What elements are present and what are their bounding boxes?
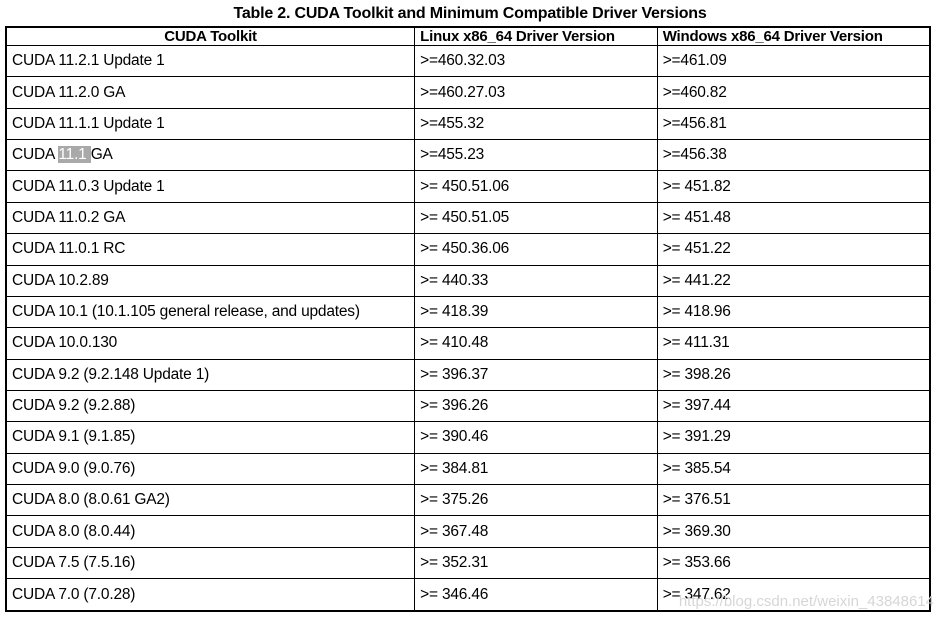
windows-driver-cell: >= 441.22 bbox=[656, 264, 931, 297]
windows-driver-cell: >= 391.29 bbox=[656, 421, 931, 454]
table-row: CUDA 8.0 (8.0.61 GA2) >= 375.26 >= 376.5… bbox=[5, 484, 931, 517]
driver-version-table: CUDA Toolkit Linux x86_64 Driver Version… bbox=[5, 26, 931, 612]
windows-driver-cell: >= 376.51 bbox=[656, 484, 931, 517]
toolkit-cell: CUDA 10.1 (10.1.105 general release, and… bbox=[5, 295, 416, 329]
toolkit-cell: CUDA 11.2.1 Update 1 bbox=[5, 44, 416, 78]
table-title: Table 2. CUDA Toolkit and Minimum Compat… bbox=[233, 5, 707, 22]
linux-driver-cell: >= 384.81 bbox=[414, 452, 658, 486]
table-header: CUDA Toolkit Linux x86_64 Driver Version… bbox=[5, 26, 931, 46]
linux-driver-cell: >= 450.51.06 bbox=[414, 170, 658, 203]
table-row: CUDA 11.1 GA >=455.23 >=456.38 bbox=[5, 139, 931, 172]
linux-driver-cell: >=455.32 bbox=[414, 107, 658, 141]
toolkit-cell: CUDA 10.0.130 bbox=[5, 327, 416, 360]
toolkit-cell: CUDA 9.2 (9.2.148 Update 1) bbox=[5, 358, 416, 391]
table-row: CUDA 7.5 (7.5.16) >= 352.31 >= 353.66 bbox=[5, 546, 931, 580]
toolkit-cell: CUDA 11.0.3 Update 1 bbox=[5, 170, 416, 203]
windows-driver-cell: >=456.38 bbox=[656, 139, 931, 172]
linux-driver-cell: >= 418.39 bbox=[414, 295, 658, 329]
table-row: CUDA 11.0.3 Update 1 >= 450.51.06 >= 451… bbox=[5, 170, 931, 203]
windows-driver-cell: >= 397.44 bbox=[656, 389, 931, 423]
toolkit-cell: CUDA 11.0.1 RC bbox=[5, 233, 416, 266]
windows-driver-cell: >= 347.62 bbox=[656, 578, 931, 612]
toolkit-cell: CUDA 11.2.0 GA bbox=[5, 76, 416, 109]
table-row: CUDA 8.0 (8.0.44) >= 367.48 >= 369.30 bbox=[5, 515, 931, 548]
toolkit-cell: CUDA 7.5 (7.5.16) bbox=[5, 546, 416, 580]
table-row: CUDA 11.1.1 Update 1 >=455.32 >=456.81 bbox=[5, 107, 931, 141]
table-row: CUDA 10.2.89 >= 440.33 >= 441.22 bbox=[5, 264, 931, 297]
toolkit-cell: CUDA 8.0 (8.0.61 GA2) bbox=[5, 484, 416, 517]
linux-driver-cell: >= 396.26 bbox=[414, 389, 658, 423]
windows-driver-cell: >= 451.22 bbox=[656, 233, 931, 266]
windows-driver-cell: >= 353.66 bbox=[656, 546, 931, 580]
column-header-cuda-toolkit: CUDA Toolkit bbox=[5, 26, 416, 46]
column-header-linux-driver: Linux x86_64 Driver Version bbox=[414, 26, 658, 46]
table-row: CUDA 9.0 (9.0.76) >= 384.81 >= 385.54 bbox=[5, 452, 931, 486]
linux-driver-cell: >=455.23 bbox=[414, 139, 658, 172]
toolkit-cell: CUDA 11.1 GA bbox=[5, 139, 416, 172]
linux-driver-cell: >= 375.26 bbox=[414, 484, 658, 517]
table-row: CUDA 9.1 (9.1.85) >= 390.46 >= 391.29 bbox=[5, 421, 931, 454]
windows-driver-cell: >= 385.54 bbox=[656, 452, 931, 486]
table-row: CUDA 10.1 (10.1.105 general release, and… bbox=[5, 295, 931, 329]
windows-driver-cell: >=460.82 bbox=[656, 76, 931, 109]
linux-driver-cell: >= 450.51.05 bbox=[414, 201, 658, 235]
table-row: CUDA 11.0.2 GA >= 450.51.05 >= 451.48 bbox=[5, 201, 931, 235]
toolkit-cell: CUDA 9.0 (9.0.76) bbox=[5, 452, 416, 486]
linux-driver-cell: >= 367.48 bbox=[414, 515, 658, 548]
windows-driver-cell: >= 451.82 bbox=[656, 170, 931, 203]
table-row: CUDA 7.0 (7.0.28) >= 346.46 >= 347.62 bbox=[5, 578, 931, 612]
table-body: CUDA 11.2.1 Update 1 >=460.32.03 >=461.0… bbox=[5, 44, 931, 612]
table-row: CUDA 9.2 (9.2.88) >= 396.26 >= 397.44 bbox=[5, 389, 931, 423]
windows-driver-cell: >= 418.96 bbox=[656, 295, 931, 329]
windows-driver-cell: >=461.09 bbox=[656, 44, 931, 78]
table-row: CUDA 9.2 (9.2.148 Update 1) >= 396.37 >=… bbox=[5, 358, 931, 391]
linux-driver-cell: >= 390.46 bbox=[414, 421, 658, 454]
toolkit-cell: CUDA 11.1.1 Update 1 bbox=[5, 107, 416, 141]
column-header-windows-driver: Windows x86_64 Driver Version bbox=[656, 26, 931, 46]
text-selection-highlight: 11.1 bbox=[58, 146, 91, 164]
linux-driver-cell: >=460.32.03 bbox=[414, 44, 658, 78]
linux-driver-cell: >= 346.46 bbox=[414, 578, 658, 612]
toolkit-cell: CUDA 7.0 (7.0.28) bbox=[5, 578, 416, 612]
table-row: CUDA 10.0.130 >= 410.48 >= 411.31 bbox=[5, 327, 931, 360]
windows-driver-cell: >= 398.26 bbox=[656, 358, 931, 391]
windows-driver-cell: >= 411.31 bbox=[656, 327, 931, 360]
toolkit-cell: CUDA 10.2.89 bbox=[5, 264, 416, 297]
linux-driver-cell: >= 352.31 bbox=[414, 546, 658, 580]
header-row: CUDA Toolkit Linux x86_64 Driver Version… bbox=[5, 26, 931, 46]
linux-driver-cell: >=460.27.03 bbox=[414, 76, 658, 109]
toolkit-cell: CUDA 9.1 (9.1.85) bbox=[5, 421, 416, 454]
windows-driver-cell: >= 369.30 bbox=[656, 515, 931, 548]
linux-driver-cell: >= 440.33 bbox=[414, 264, 658, 297]
linux-driver-cell: >= 410.48 bbox=[414, 327, 658, 360]
linux-driver-cell: >= 450.36.06 bbox=[414, 233, 658, 266]
windows-driver-cell: >=456.81 bbox=[656, 107, 931, 141]
linux-driver-cell: >= 396.37 bbox=[414, 358, 658, 391]
windows-driver-cell: >= 451.48 bbox=[656, 201, 931, 235]
toolkit-cell: CUDA 11.0.2 GA bbox=[5, 201, 416, 235]
toolkit-cell: CUDA 9.2 (9.2.88) bbox=[5, 389, 416, 423]
table-row: CUDA 11.0.1 RC >= 450.36.06 >= 451.22 bbox=[5, 233, 931, 266]
table-row: CUDA 11.2.0 GA >=460.27.03 >=460.82 bbox=[5, 76, 931, 109]
table-row: CUDA 11.2.1 Update 1 >=460.32.03 >=461.0… bbox=[5, 44, 931, 78]
toolkit-cell: CUDA 8.0 (8.0.44) bbox=[5, 515, 416, 548]
